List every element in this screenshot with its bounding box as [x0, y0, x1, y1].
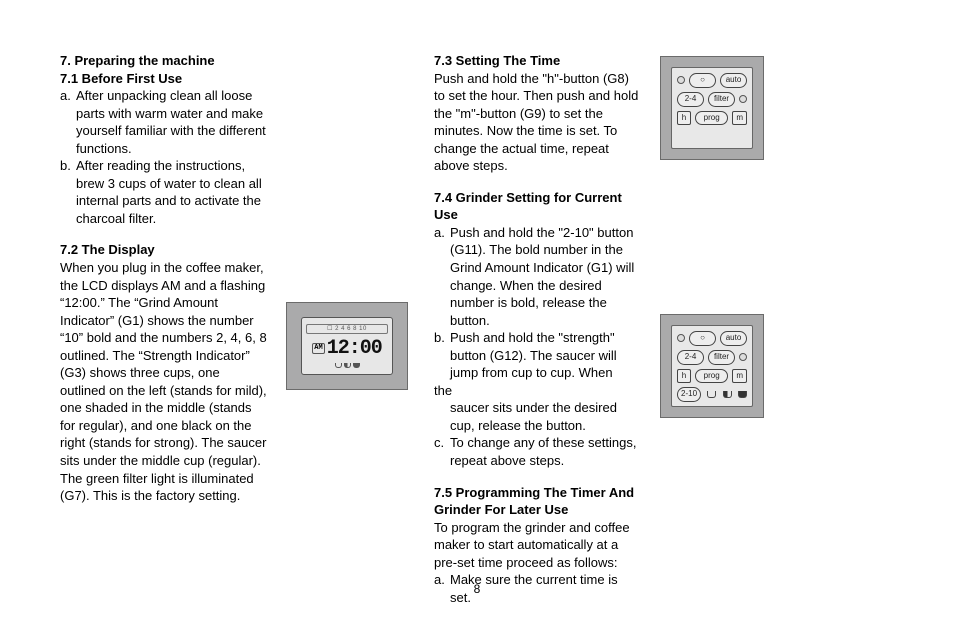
lcd-screen: ☐ 2 4 6 8 10 AM 12:00 — [301, 317, 393, 375]
panel-1: ○ auto 2-4 filter h prog m — [671, 67, 753, 149]
para-7-3: Push and hold the "h"-button (G8) to set… — [434, 70, 642, 175]
text-74b2: saucer sits under the desired cup, relea… — [450, 399, 642, 434]
lcd-time-row: AM 12:00 — [306, 335, 388, 362]
m-button: m — [732, 111, 747, 126]
filter-button: filter — [708, 350, 735, 365]
cup-mild-icon — [707, 391, 716, 398]
panel-row-2: 2-4 filter — [677, 92, 747, 107]
panel-row-3: h prog m — [677, 111, 747, 126]
cup-regular-icon — [723, 391, 732, 398]
prog-button: prog — [695, 111, 728, 126]
cup-regular-icon — [344, 363, 351, 368]
item-74b2: saucer sits under the desired cup, relea… — [434, 399, 642, 434]
panel2-row-3: h prog m — [677, 369, 747, 384]
item-a: a. After unpacking clean all loose parts… — [60, 87, 268, 157]
heading-7-2: 7.2 The Display — [60, 241, 268, 259]
page-number: 8 — [0, 582, 954, 596]
columns: 7. Preparing the machine 7.1 Before Firs… — [60, 52, 894, 620]
column-3: 7.3 Setting The Time Push and hold the "… — [434, 52, 642, 620]
column-1: 7. Preparing the machine 7.1 Before Firs… — [60, 52, 268, 620]
heading-7-3: 7.3 Setting The Time — [434, 52, 642, 70]
filter-led-icon — [739, 95, 747, 103]
cups-2-10-button: 2-10 — [677, 387, 701, 402]
label-74b2 — [434, 399, 450, 434]
para-7-2: When you plug in the coffee maker, the L… — [60, 259, 268, 505]
cup-mild-icon — [335, 363, 342, 368]
heading-7-4: 7.4 Grinder Setting for Current Use — [434, 189, 642, 224]
column-4-figures: ○ auto 2-4 filter h prog m — [660, 52, 772, 620]
manual-page: 7. Preparing the machine 7.1 Before Firs… — [0, 0, 954, 618]
text-b: After reading the instructions, brew 3 c… — [76, 157, 268, 227]
on-off-button: ○ — [689, 73, 716, 88]
panel-row-1: ○ auto — [677, 73, 747, 88]
heading-7-5a: 7.5 Programming The Timer And — [434, 484, 642, 502]
cup-strong-icon — [738, 391, 747, 398]
lcd-figure: ☐ 2 4 6 8 10 AM 12:00 — [286, 302, 408, 390]
panel2-row-2: 2-4 filter — [677, 350, 747, 365]
label-a: a. — [60, 87, 76, 157]
lcd-strength-row — [306, 363, 388, 368]
h-button: h — [677, 111, 691, 126]
filter-led-icon — [739, 353, 747, 361]
led-icon — [677, 334, 685, 342]
heading-7-5b: Grinder For Later Use — [434, 501, 642, 519]
h-button: h — [677, 369, 691, 384]
para-7-5: To program the grinder and coffee maker … — [434, 519, 642, 572]
lcd-grind-indicator: ☐ 2 4 6 8 10 — [306, 324, 388, 334]
text-74b: Push and hold the "strength" button (G12… — [450, 329, 642, 382]
auto-button: auto — [720, 73, 747, 88]
led-icon — [677, 76, 685, 84]
label-74c: c. — [434, 434, 450, 469]
item-74a: a. Push and hold the "2-10" button (G11)… — [434, 224, 642, 329]
label-74b: b. — [434, 329, 450, 382]
heading-7-1: 7.1 Before First Use — [60, 70, 268, 88]
cups-2-4-button: 2-4 — [677, 92, 704, 107]
prog-button: prog — [695, 369, 728, 384]
column-2-figure: ☐ 2 4 6 8 10 AM 12:00 — [286, 52, 416, 620]
auto-button: auto — [720, 331, 747, 346]
text-74c: To change any of these settings, repeat … — [450, 434, 642, 469]
item-74b: b. Push and hold the "strength" button (… — [434, 329, 642, 382]
m-button: m — [732, 369, 747, 384]
filter-button: filter — [708, 92, 735, 107]
cups-2-4-button: 2-4 — [677, 350, 704, 365]
lcd-time: 12:00 — [327, 335, 382, 362]
label-b: b. — [60, 157, 76, 227]
on-off-button: ○ — [689, 331, 716, 346]
text-a: After unpacking clean all loose parts wi… — [76, 87, 268, 157]
item-b: b. After reading the instructions, brew … — [60, 157, 268, 227]
text-74a: Push and hold the "2-10" button (G11). T… — [450, 224, 642, 329]
heading-7: 7. Preparing the machine — [60, 52, 268, 70]
item-74c: c. To change any of these settings, repe… — [434, 434, 642, 469]
panel-figure-1: ○ auto 2-4 filter h prog m — [660, 56, 764, 160]
panel-figure-2: ○ auto 2-4 filter h prog m 2-10 — [660, 314, 764, 418]
panel2-row-1: ○ auto — [677, 331, 747, 346]
label-74a: a. — [434, 224, 450, 329]
panel-2: ○ auto 2-4 filter h prog m 2-10 — [671, 325, 753, 407]
cup-strong-icon — [353, 363, 360, 368]
lcd-am-label: AM — [312, 343, 324, 354]
panel2-row-4: 2-10 — [677, 387, 747, 402]
the-line: the — [434, 382, 642, 400]
